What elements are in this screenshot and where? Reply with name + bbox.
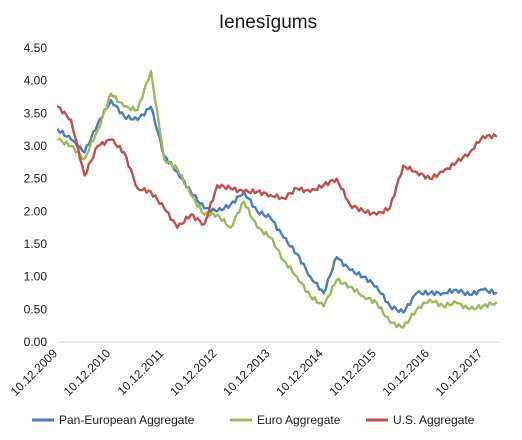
x-tick-label: 10.12.2013	[220, 346, 273, 399]
y-tick-label: 3.50	[24, 106, 48, 120]
x-tick-label: 10.12.2011	[115, 346, 167, 398]
legend-label: Euro Aggregate	[257, 413, 341, 427]
plot-area	[56, 69, 498, 329]
legend: Pan-European Aggregate Euro Aggregate U.S.…	[32, 413, 475, 427]
x-tick-label: 10.12.2017	[433, 346, 486, 399]
y-tick-label: 2.00	[24, 204, 48, 218]
x-tick-label: 10.12.2015	[326, 346, 379, 399]
y-tick-label: 1.00	[24, 270, 48, 284]
series-line-pan-european-aggregate	[56, 99, 498, 314]
y-tick-label: 3.00	[24, 139, 48, 153]
legend-label: U.S. Aggregate	[393, 413, 475, 427]
y-axis: 0.00 0.50 1.00 1.50 2.00 2.50 3.00 3.50 4.00 4.50	[24, 41, 48, 349]
x-axis: 10.12.2009 10.12.2010 10.12.2011 10.12.2012…	[8, 341, 500, 399]
y-tick-label: 2.50	[24, 172, 48, 186]
y-tick-label: 0.50	[24, 302, 48, 316]
y-tick-label: 0.00	[24, 335, 48, 349]
series-line-euro-aggregate	[56, 69, 498, 329]
x-tick-label: 10.12.2010	[61, 346, 114, 399]
y-tick-label: 4.50	[24, 41, 48, 55]
x-tick-label: 10.12.2009	[8, 346, 61, 399]
series-line-u-s-aggregate	[56, 105, 498, 229]
x-tick-label: 10.12.2016	[380, 346, 433, 399]
y-tick-label: 1.50	[24, 237, 48, 251]
legend-label: Pan-European Aggregate	[59, 413, 195, 427]
y-tick-label: 4.00	[24, 74, 48, 88]
x-tick-label: 10.12.2012	[167, 346, 220, 399]
x-tick-label: 10.12.2014	[273, 346, 326, 399]
chart-title: Ienesīgums	[219, 12, 317, 33]
